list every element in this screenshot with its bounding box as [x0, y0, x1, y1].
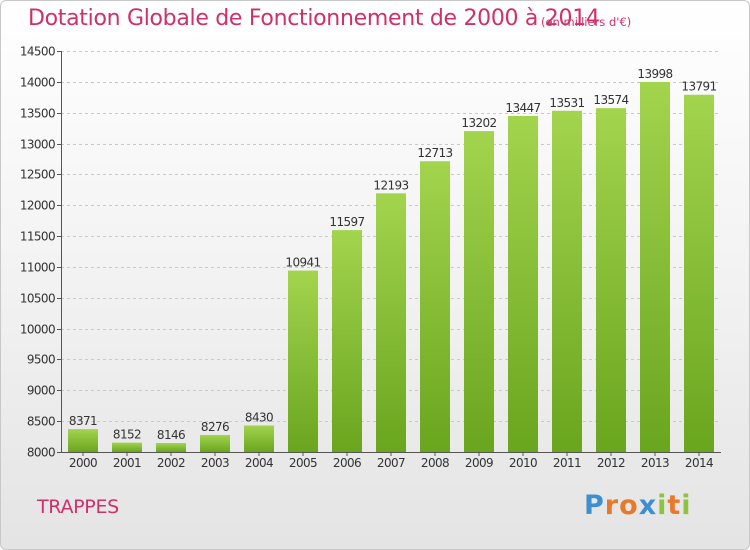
- y-tick-label: 13500: [20, 107, 55, 121]
- x-tick-label: 2009: [465, 456, 493, 470]
- data-label: 8276: [201, 420, 229, 434]
- data-label: 13202: [461, 116, 496, 130]
- y-tick-label: 9500: [27, 353, 55, 367]
- data-label: 8371: [69, 414, 97, 428]
- y-tick-label: 9000: [27, 384, 55, 398]
- x-tick-label: 2011: [553, 456, 581, 470]
- bar: [684, 94, 714, 453]
- y-tick-label: 10500: [20, 292, 55, 306]
- logo-letter: r: [604, 490, 620, 521]
- x-tick-label: 2005: [289, 456, 317, 470]
- data-label: 8430: [245, 410, 273, 424]
- data-label: 13531: [549, 96, 584, 110]
- logo-letter: P: [584, 490, 605, 521]
- data-label: 12713: [417, 146, 452, 160]
- x-tick-label: 2013: [641, 456, 669, 470]
- data-label: 10941: [285, 256, 320, 270]
- data-label: 13447: [505, 101, 540, 115]
- y-tick-label: 12000: [20, 199, 55, 213]
- x-tick-label: 2000: [69, 456, 97, 470]
- commune-name: TRAPPES: [37, 496, 119, 518]
- logo-letter: i: [681, 490, 692, 521]
- x-tick-label: 2010: [509, 456, 537, 470]
- bar: [156, 442, 186, 452]
- axes: 8000 8500 9000 9500 10000 10500 11000 11500 1200…: [20, 45, 721, 470]
- bar: [596, 108, 626, 452]
- logo-letter: x: [638, 490, 658, 521]
- data-label: 8152: [113, 428, 141, 442]
- y-tick-label: 10000: [20, 323, 55, 337]
- y-tick-label: 8000: [27, 446, 55, 460]
- x-tick-label: 2006: [333, 456, 361, 470]
- data-label: 12193: [373, 178, 408, 192]
- data-label: 13791: [681, 80, 716, 94]
- bar: [376, 193, 406, 452]
- data-label: 13574: [593, 93, 628, 107]
- logo-letter: t: [667, 490, 682, 521]
- logo-letter: i: [657, 490, 668, 521]
- chart-title: Dotation Globale de Fonctionnement de 20…: [28, 6, 600, 31]
- logo-letter: o: [619, 490, 639, 521]
- y-tick-label: 11000: [20, 261, 55, 275]
- bar: [200, 434, 230, 452]
- data-label: 11597: [329, 215, 364, 229]
- data-label: 8146: [157, 428, 185, 442]
- bar: [244, 425, 274, 452]
- y-tick-label: 8500: [27, 415, 55, 429]
- bar: [288, 270, 318, 452]
- data-label: 13998: [637, 67, 672, 81]
- bars: [68, 81, 714, 453]
- x-tick-label: 2014: [685, 456, 713, 470]
- bar: [508, 115, 538, 452]
- proxiti-logo[interactable]: Proxiti: [584, 490, 692, 521]
- y-tick-label: 12500: [20, 168, 55, 182]
- bar: [552, 110, 582, 452]
- y-tick-label: 11500: [20, 230, 55, 244]
- x-tick-label: 2002: [157, 456, 185, 470]
- data-labels: 8371 8152 8146 8276 8430 10941 11597 12193 12713…: [69, 67, 717, 442]
- x-tick-label: 2008: [421, 456, 449, 470]
- x-tick-label: 2007: [377, 456, 405, 470]
- bar: [112, 442, 142, 452]
- bar: [332, 230, 362, 452]
- chart-unit-label: (en milliers d'€): [541, 15, 632, 29]
- bar: [68, 429, 98, 452]
- y-tick-label: 14500: [20, 45, 55, 59]
- x-tick-label: 2003: [201, 456, 229, 470]
- x-tick-label: 2004: [245, 456, 273, 470]
- bar: [640, 81, 670, 452]
- bar: [420, 161, 450, 453]
- bar: [464, 131, 494, 453]
- y-tick-label: 13000: [20, 138, 55, 152]
- x-tick-label: 2012: [597, 456, 625, 470]
- x-tick-label: 2001: [113, 456, 141, 470]
- y-tick-label: 14000: [20, 76, 55, 90]
